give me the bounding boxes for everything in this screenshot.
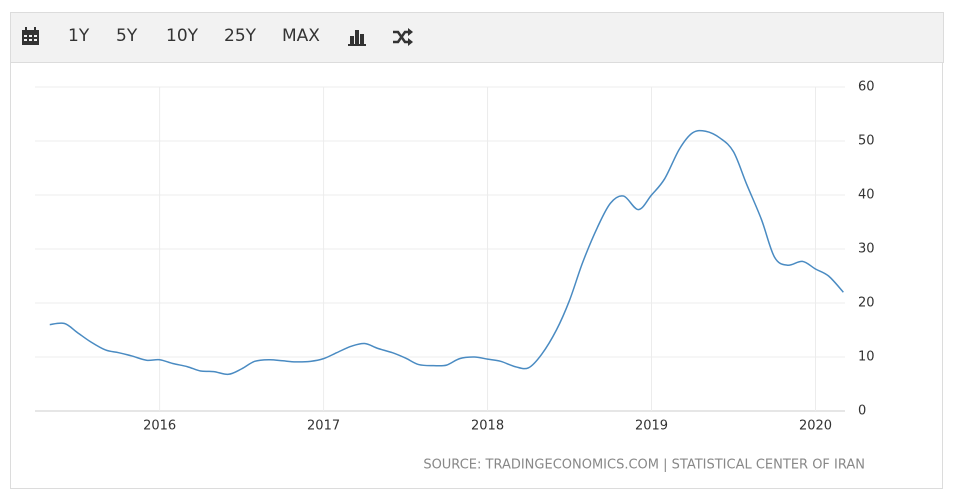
y-tick-label: 20 <box>858 296 875 311</box>
x-tick-label: 2017 <box>307 419 340 434</box>
y-tick-label: 50 <box>858 134 875 149</box>
x-tick-label: 2020 <box>799 419 832 434</box>
range-button[interactable]: MAX <box>282 26 320 46</box>
calendar-icon[interactable] <box>21 27 41 47</box>
range-button[interactable]: 10Y <box>166 26 199 46</box>
x-tick-label: 2018 <box>471 419 504 434</box>
y-tick-label: 0 <box>858 404 866 419</box>
y-tick-label: 10 <box>858 350 875 365</box>
bar-chart-icon[interactable] <box>348 28 368 46</box>
y-tick-label: 60 <box>858 80 875 95</box>
range-button[interactable]: 25Y <box>224 26 257 46</box>
x-tick-label: 2019 <box>635 419 668 434</box>
x-tick-label: 2016 <box>143 419 176 434</box>
range-button[interactable]: 1Y <box>68 26 90 46</box>
frame <box>10 12 943 489</box>
toolbar: 1Y 5Y 10Y 25Y MAX <box>10 12 944 63</box>
range-button[interactable]: 5Y <box>116 26 138 46</box>
shuffle-icon[interactable] <box>392 27 414 47</box>
line <box>49 129 844 376</box>
y-tick-label: 40 <box>858 188 875 203</box>
y-tick-label: 30 <box>858 242 875 257</box>
source: SOURCE: TRADINGECONOMICS.COM | STATISTIC… <box>423 458 865 473</box>
